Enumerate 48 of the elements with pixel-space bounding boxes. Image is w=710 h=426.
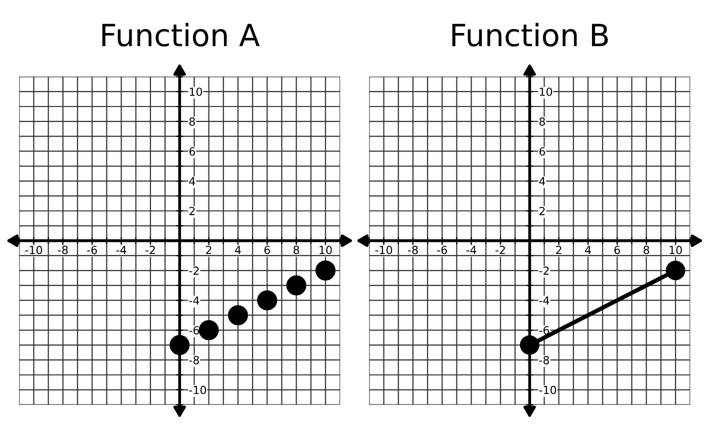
x-tick-label: -6 xyxy=(437,246,447,254)
y-tick-label: 10 xyxy=(540,88,552,96)
y-tick-label: 6 xyxy=(189,147,196,156)
point xyxy=(170,335,190,356)
y-tick-label: 8 xyxy=(189,117,195,126)
y-tick-label: -4 xyxy=(189,296,200,305)
y-tick-label: -6 xyxy=(539,326,550,335)
y-tick-label: -8 xyxy=(189,356,199,364)
x-tick-label: 2 xyxy=(556,246,562,254)
x-tick-label: 4 xyxy=(234,246,241,254)
x-tick-label: -4 xyxy=(116,246,126,254)
y-tick-label: 4 xyxy=(189,177,196,186)
y-tick-label: 10 xyxy=(190,88,202,96)
y-tick-label: 2 xyxy=(540,206,545,216)
x-tick-label: -2 xyxy=(495,246,505,254)
y-tick-label: -10 xyxy=(189,386,206,394)
x-tick-label: -10 xyxy=(25,246,42,254)
x-tick-label: 8 xyxy=(644,246,650,254)
y-tick-label: 6 xyxy=(539,147,546,156)
x-tick-label: 2 xyxy=(206,246,212,254)
x-tick-label: 6 xyxy=(264,246,270,254)
x-tick-label: 10 xyxy=(320,246,332,254)
y-tick-label: -2 xyxy=(539,266,549,275)
x-tick-label: -2 xyxy=(145,246,155,254)
x-tick-label: 10 xyxy=(670,246,682,254)
y-tick-label: -10 xyxy=(539,386,556,394)
chart-title: Function B xyxy=(452,22,608,47)
y-tick-label: -6 xyxy=(189,326,200,335)
y-tick-label: 4 xyxy=(539,177,546,186)
y-tick-label: -4 xyxy=(539,296,550,305)
x-tick-label: -8 xyxy=(58,246,68,254)
y-tick-label: 2 xyxy=(189,206,195,216)
x-tick-label: -8 xyxy=(408,246,418,254)
x-tick-label: 8 xyxy=(294,246,300,254)
x-tick-label: -4 xyxy=(466,246,476,254)
point xyxy=(198,320,219,340)
point xyxy=(286,275,306,296)
point xyxy=(228,305,248,326)
x-tick-label: 4 xyxy=(585,246,591,254)
point xyxy=(257,290,278,310)
x-tick-label: -6 xyxy=(87,246,97,254)
y-tick-label: 8 xyxy=(539,117,545,126)
x-tick-label: -10 xyxy=(375,246,392,254)
y-tick-label: -2 xyxy=(189,266,199,275)
x-tick-label: 6 xyxy=(614,246,620,254)
point xyxy=(315,260,336,281)
y-tick-label: -8 xyxy=(539,356,550,364)
chart-title: Function A xyxy=(102,22,260,47)
